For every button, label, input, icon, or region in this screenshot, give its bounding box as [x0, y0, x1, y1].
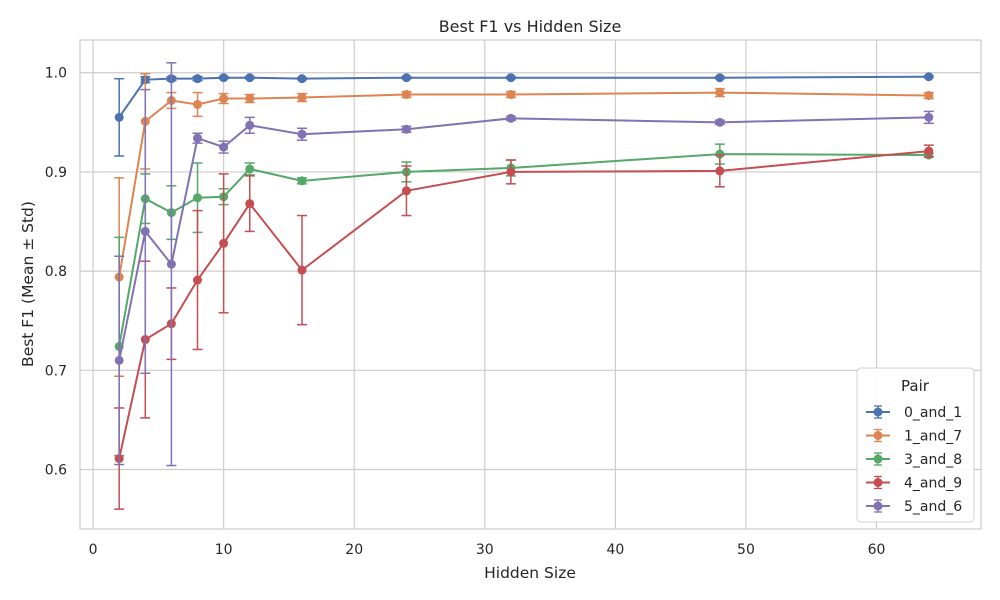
x-tick-label: 20 [345, 542, 363, 558]
data-point [506, 113, 516, 123]
data-point [506, 90, 516, 100]
data-point [297, 265, 307, 275]
data-point [401, 73, 411, 83]
data-point [140, 226, 150, 236]
data-point [924, 112, 934, 122]
data-point [245, 94, 255, 104]
y-axis-label: Best F1 (Mean ± Std) [19, 201, 37, 367]
grid [80, 40, 981, 529]
data-point [924, 72, 934, 82]
series-line [118, 150, 929, 459]
series-5_and_6 [114, 62, 934, 467]
data-point [193, 74, 203, 84]
data-point [219, 94, 229, 104]
legend-label: 1_and_7 [904, 429, 962, 445]
x-tick-labels: 0 10 20 30 40 50 60 [89, 542, 886, 558]
data-point [114, 112, 124, 122]
data-point [401, 124, 411, 134]
data-point [193, 99, 203, 109]
series-3_and_8 [114, 143, 934, 457]
data-point [401, 186, 411, 196]
legend-label: 0_and_1 [904, 405, 962, 421]
data-point [715, 166, 725, 176]
data-point [297, 74, 307, 84]
plot-frame [79, 39, 982, 530]
data-point [219, 142, 229, 152]
legend-label: 5_and_6 [904, 499, 962, 515]
data-point [715, 88, 725, 98]
y-tick-label: 0.8 [45, 264, 67, 280]
data-point [219, 73, 229, 83]
data-point [245, 199, 255, 209]
legend: Pair 0_and_1 1_and_7 3_and_8 4_and_9 5_and_6 [856, 367, 975, 523]
data-point [114, 355, 124, 365]
series-line [118, 153, 929, 347]
y-tick-label: 0.6 [45, 462, 67, 478]
data-point [193, 275, 203, 285]
data-point [193, 133, 203, 143]
legend-item-5_and_6: 5_and_6 [866, 499, 962, 515]
legend-marker [873, 431, 883, 440]
data-point [506, 73, 516, 83]
legend-item-4_and_9: 4_and_9 [866, 476, 962, 492]
legend-item-0_and_1: 0_and_1 [866, 405, 962, 421]
legend-marker [873, 478, 883, 487]
y-tick-label: 1.0 [45, 66, 67, 82]
data-point [924, 146, 934, 156]
y-tick-label: 0.7 [45, 363, 67, 379]
series-line [118, 75, 929, 118]
legend-marker [873, 501, 883, 511]
legend-marker [873, 454, 883, 464]
legend-item-1_and_7: 1_and_7 [866, 429, 962, 445]
y-tick-label: 0.9 [45, 165, 67, 181]
data-point [193, 193, 203, 203]
legend-marker [873, 407, 883, 417]
x-axis-label: Hidden Size [484, 564, 576, 582]
y-tick-labels: 0.6 0.7 0.8 0.9 1.0 [45, 66, 67, 479]
data-point [297, 129, 307, 139]
legend-label: 4_and_9 [904, 476, 962, 492]
legend-title: Pair [901, 377, 930, 395]
data-point [245, 120, 255, 130]
data-point [924, 91, 934, 101]
data-point [715, 149, 725, 159]
data-point [715, 73, 725, 83]
data-point [401, 90, 411, 100]
series-0_and_1 [114, 72, 934, 157]
data-point [297, 93, 307, 103]
data-point [166, 259, 176, 269]
data-point [245, 73, 255, 83]
data-point [715, 117, 725, 127]
legend-items: 0_and_1 1_and_7 3_and_8 4_and_9 5_and_6 [866, 405, 962, 515]
legend-label: 3_and_8 [904, 452, 962, 468]
x-tick-label: 10 [215, 542, 233, 558]
x-tick-label: 40 [606, 542, 624, 558]
series-group [114, 62, 934, 510]
legend-item-3_and_8: 3_and_8 [866, 452, 962, 468]
x-tick-label: 50 [737, 542, 755, 558]
x-tick-label: 30 [476, 542, 494, 558]
x-tick-label: 60 [868, 542, 886, 558]
chart-title: Best F1 vs Hidden Size [439, 17, 622, 36]
data-point [297, 176, 307, 186]
series-4_and_9 [114, 144, 934, 510]
data-point [245, 164, 255, 174]
x-tick-label: 0 [89, 542, 98, 558]
data-point [219, 238, 229, 248]
data-point [506, 167, 516, 177]
